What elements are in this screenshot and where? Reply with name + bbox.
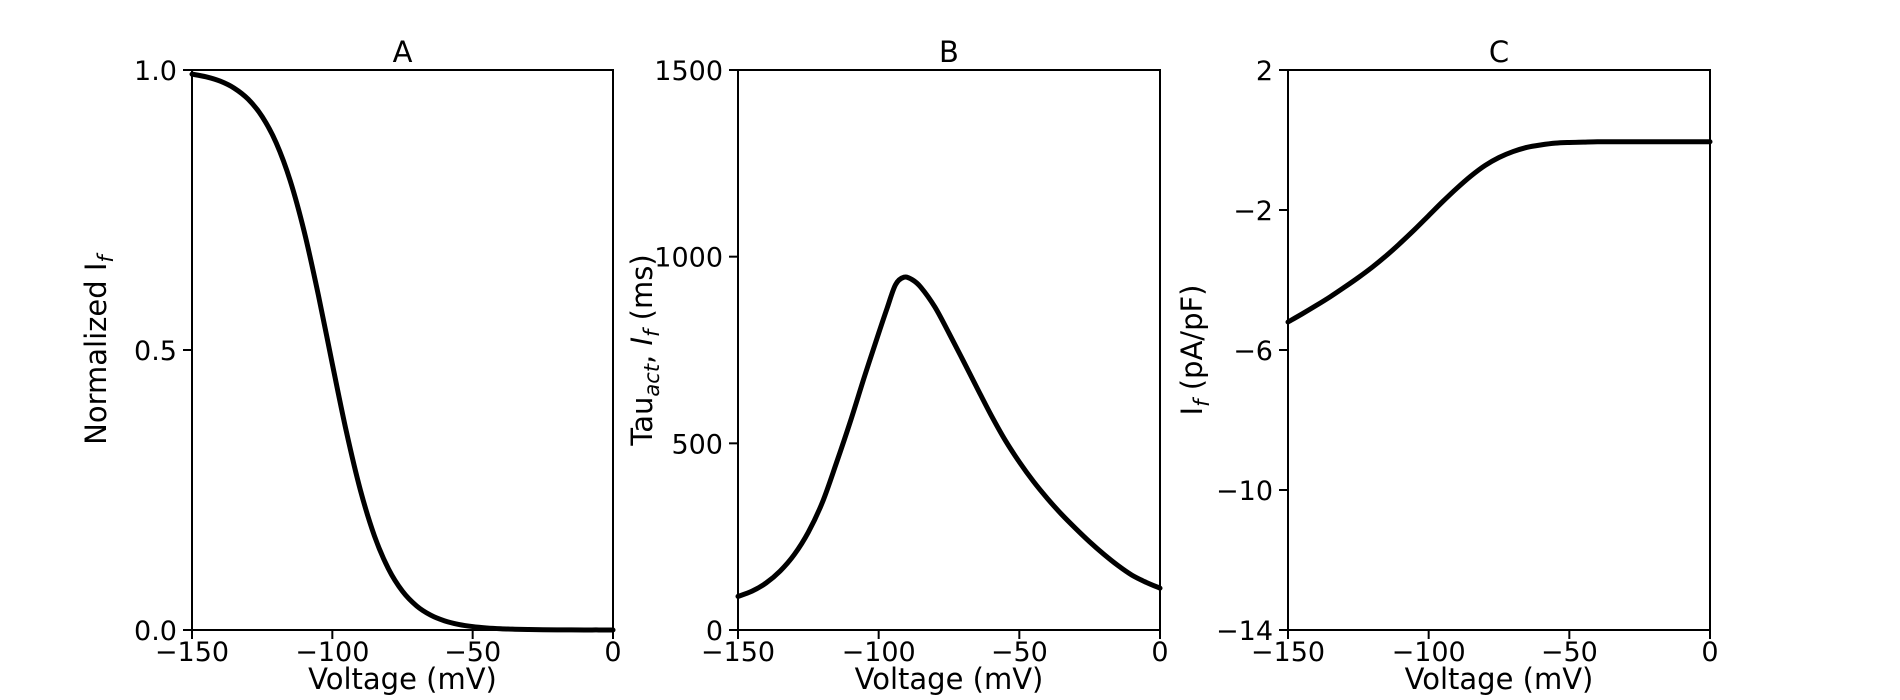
x-axis-label: Voltage (mV) — [855, 662, 1044, 696]
x-tick-label: −100 — [842, 637, 916, 668]
x-axis-label: Voltage (mV) — [308, 662, 497, 696]
y-tick-label: 0.5 — [134, 336, 177, 367]
x-tick-label: −50 — [444, 637, 501, 668]
y-axis-label: Tauact, If (ms) — [625, 254, 664, 446]
axes-box — [1287, 69, 1711, 631]
y-axis-label: Normalized If — [79, 252, 118, 445]
curve-normalized-if-activation — [189, 71, 616, 633]
y-tick-label: −14 — [1216, 616, 1273, 647]
x-tick-label: −100 — [1392, 637, 1466, 668]
x-tick-label: −150 — [1251, 637, 1325, 668]
panel-title: C — [1489, 35, 1509, 69]
panel-b: −150 −100 −50 0 0 500 1000 1500 B Voltage (mV) Tau… — [625, 35, 1169, 696]
x-tick-label: 0 — [604, 637, 621, 668]
y-tick-label: −2 — [1233, 196, 1273, 227]
panel-c: −150 −100 −50 0 2 −2 −6 −10 −14 C Voltage (mV) If (… — [1175, 35, 1719, 696]
y-tick-label: −10 — [1216, 476, 1273, 507]
y-tick-label: 0 — [706, 616, 723, 647]
x-tick-label: −100 — [295, 637, 369, 668]
x-tick-label: −150 — [701, 637, 775, 668]
x-tick-label: 0 — [1701, 637, 1718, 668]
x-tick-label: −50 — [1541, 637, 1598, 668]
y-tick-label: −6 — [1233, 336, 1273, 367]
panel-title: B — [939, 35, 959, 69]
y-tick-label: 1500 — [654, 56, 723, 87]
y-tick-label: 0.0 — [134, 616, 177, 647]
axes-box — [737, 69, 1161, 631]
panel-a: −150 −100 −50 0 0.0 0.5 1.0 A Voltage (mV) Normal… — [79, 35, 622, 696]
y-tick-label: 1.0 — [134, 56, 177, 87]
x-tick-label: −150 — [155, 637, 229, 668]
y-tick-label: 2 — [1256, 56, 1273, 87]
x-axis-label: Voltage (mV) — [1405, 662, 1594, 696]
y-axis-label: If (pA/pF) — [1175, 285, 1214, 416]
y-tick-label: 500 — [671, 429, 723, 460]
x-tick-label: 0 — [1151, 637, 1168, 668]
curve-if-current-density — [1285, 139, 1713, 325]
axes-box — [191, 69, 614, 631]
panel-title: A — [393, 35, 413, 69]
curve-activation-time-constant — [735, 274, 1163, 599]
y-tick-label: 1000 — [654, 243, 723, 274]
x-tick-label: −50 — [991, 637, 1048, 668]
